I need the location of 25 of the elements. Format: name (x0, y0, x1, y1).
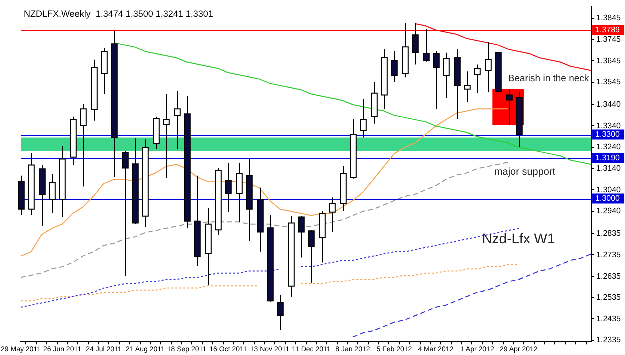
y-tick-label: 1.2435 (596, 314, 622, 324)
y-tick-label: 1.2335 (596, 336, 622, 345)
chart-title: NZDLFX,Weekly 1.3474 1.3500 1.3241 1.3301 (24, 8, 214, 19)
y-tick-label: 1.3040 (596, 185, 622, 194)
ref-line-label: 1.3190 (596, 153, 621, 162)
y-tick-label: 1.3545 (596, 78, 622, 87)
annotation: major support (494, 166, 556, 178)
y-tick-label: 1.3745 (596, 35, 622, 44)
y-tick-label: 1.3845 (596, 14, 622, 23)
line-series (352, 254, 592, 338)
y-tick-label: 1.2635 (596, 272, 622, 281)
y-tick-label: 1.3440 (596, 100, 622, 110)
ref-line-label: 1.3789 (596, 26, 621, 35)
y-tick-label: 1.3240 (596, 142, 622, 152)
ref-line-label: 1.3300 (596, 130, 621, 139)
ref-line-label: 1.3000 (596, 194, 621, 203)
y-tick-label: 1.3140 (596, 164, 622, 174)
y-tick-label: 1.3340 (596, 121, 622, 130)
y-tick-label: 1.2940 (596, 206, 622, 216)
y-tick-label: 1.3645 (596, 56, 622, 66)
y-tick-label: 1.2735 (596, 250, 622, 260)
annotation: Bearish in the neck (508, 73, 590, 84)
y-tick-label: 1.2535 (596, 293, 622, 302)
annotation: Nzd-Lfx W1 (482, 230, 556, 246)
y-tick-label: 1.2835 (596, 229, 622, 238)
